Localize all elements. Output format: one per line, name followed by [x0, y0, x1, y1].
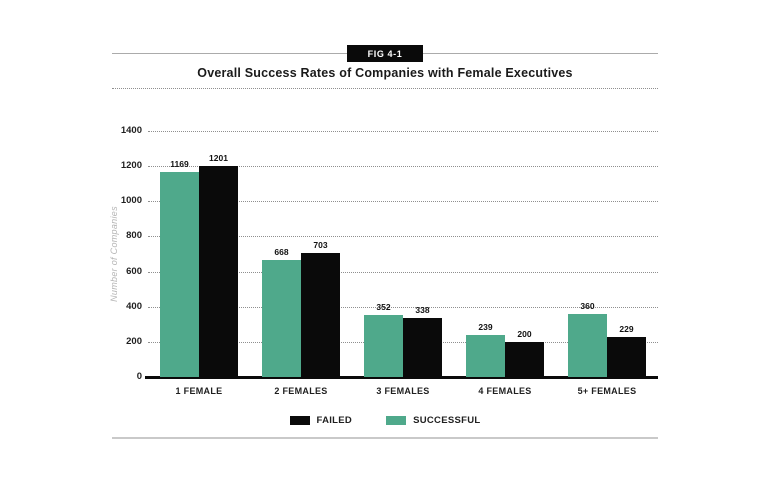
gridline-400	[148, 306, 658, 308]
successful-bar	[568, 313, 607, 377]
y-tick-label: 1400	[120, 125, 142, 136]
gridline-1400	[148, 131, 658, 132]
bar-value-label: 360	[580, 300, 595, 311]
bar-value-label: 1169	[170, 158, 189, 169]
gridline-600	[148, 271, 658, 273]
gridline-1000	[148, 201, 658, 203]
gridline-800	[148, 236, 658, 238]
legend-item-failed: FAILED	[289, 414, 353, 426]
bar-value-label: 200	[517, 328, 532, 339]
title-separator	[112, 88, 658, 89]
successful-bar	[262, 259, 301, 377]
y-tick-label: 400	[126, 300, 142, 312]
successful-bar	[160, 171, 199, 377]
x-category-label: 5+ FEMALES	[577, 386, 637, 396]
figure-number-label: FIG 4-1	[367, 48, 403, 59]
x-category-label: 1 FEMALE	[175, 386, 223, 396]
legend: FAILED SUCCESSFUL	[112, 413, 658, 427]
bar-value-label: 229	[619, 323, 634, 334]
legend-label-successful: SUCCESSFUL	[413, 414, 481, 426]
bar-value-label: 703	[313, 240, 328, 251]
y-tick-label: 600	[126, 265, 142, 277]
x-category-label: 3 FEMALES	[376, 386, 430, 396]
bar-value-label: 668	[274, 246, 289, 257]
successful-bar	[364, 315, 403, 377]
bar-value-label: 239	[478, 322, 493, 332]
legend-swatch-failed	[289, 415, 310, 425]
y-axis-label: Number of Companies	[109, 206, 119, 302]
legend-item-successful: SUCCESSFUL	[386, 415, 480, 426]
failed-bar	[199, 165, 238, 377]
x-category-label: 4 FEMALES	[478, 386, 532, 396]
failed-bar	[607, 336, 646, 377]
successful-bar	[466, 335, 505, 377]
bar-value-label: 352	[376, 302, 391, 313]
y-tick-label: 800	[126, 230, 142, 242]
failed-bar	[301, 253, 340, 377]
y-tick-label: 0	[136, 371, 142, 382]
x-category-label: 2 FEMALES	[274, 386, 328, 396]
figure-number-badge: FIG 4-1	[347, 45, 423, 62]
y-tick-label: 1000	[120, 195, 142, 207]
bar-value-label: 1201	[209, 152, 228, 163]
chart-title: Overall Success Rates of Companies with …	[197, 66, 573, 80]
legend-label-failed: FAILED	[316, 414, 353, 426]
y-tick-label: 1200	[120, 160, 142, 172]
y-tick-label: 200	[126, 335, 142, 347]
bottom-rule	[112, 437, 658, 439]
legend-swatch-successful	[386, 415, 407, 425]
gridline-1200	[148, 166, 658, 168]
failed-bar	[403, 317, 442, 377]
x-axis-line	[145, 376, 658, 379]
bar-value-label: 338	[415, 304, 430, 315]
failed-bar	[505, 341, 544, 377]
